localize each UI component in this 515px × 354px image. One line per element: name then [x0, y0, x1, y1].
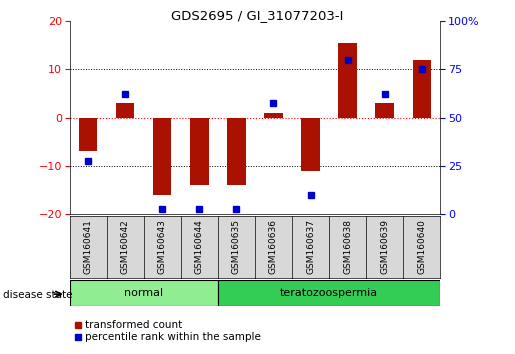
Bar [338, 43, 357, 118]
Text: teratozoospermia: teratozoospermia [280, 288, 378, 298]
Legend: transformed count, percentile rank within the sample: transformed count, percentile rank withi… [75, 320, 261, 342]
Bar [79, 118, 97, 152]
Text: normal: normal [124, 288, 163, 298]
Text: GSM160637: GSM160637 [306, 219, 315, 274]
Text: GSM160635: GSM160635 [232, 219, 241, 274]
Bar [413, 60, 431, 118]
Text: GSM160638: GSM160638 [343, 219, 352, 274]
Text: GSM160643: GSM160643 [158, 219, 167, 274]
Bar [218, 280, 440, 306]
Text: GSM160640: GSM160640 [417, 219, 426, 274]
Bar [264, 113, 283, 118]
Text: GSM160641: GSM160641 [83, 219, 93, 274]
Bar [301, 118, 320, 171]
Text: GSM160639: GSM160639 [380, 219, 389, 274]
Bar [227, 118, 246, 185]
Text: GSM160644: GSM160644 [195, 219, 204, 274]
Bar [70, 280, 218, 306]
Bar [375, 103, 394, 118]
Bar [153, 118, 171, 195]
Bar [116, 103, 134, 118]
Text: GSM160642: GSM160642 [121, 219, 130, 274]
Bar [190, 118, 209, 185]
Text: disease state: disease state [3, 290, 72, 299]
Text: GSM160636: GSM160636 [269, 219, 278, 274]
Text: GDS2695 / GI_31077203-I: GDS2695 / GI_31077203-I [171, 9, 344, 22]
